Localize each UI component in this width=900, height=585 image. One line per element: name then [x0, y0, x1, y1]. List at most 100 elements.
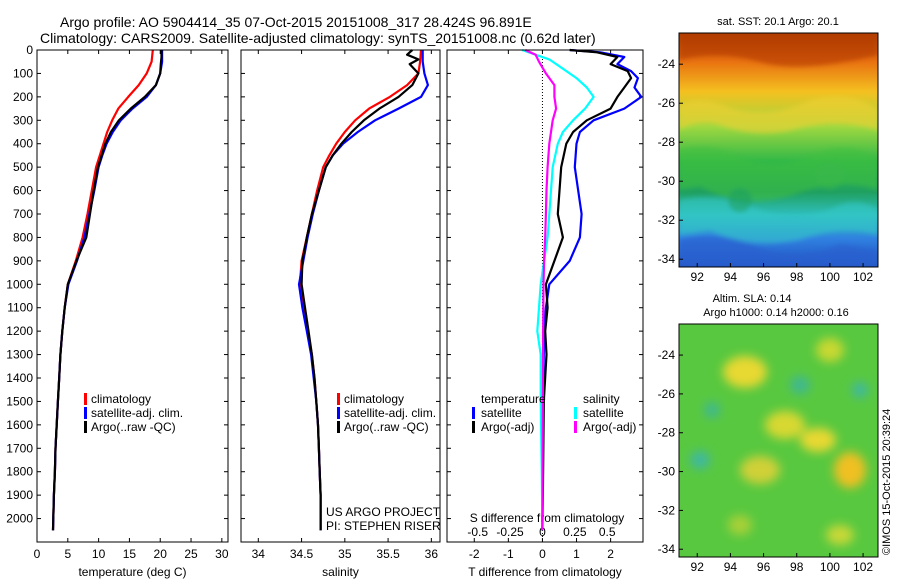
y-tick-label: 300	[13, 113, 33, 127]
y-tick-label: 1100	[7, 301, 33, 315]
s-tick-label: 0.25	[563, 525, 587, 539]
series-line-temperature-satellite	[541, 48, 643, 531]
y-tick-label: 100	[13, 66, 33, 80]
legend-label-s-satellite: satellite	[583, 406, 624, 420]
s-axis-label: S difference from climatology	[470, 511, 625, 525]
x-tick-label: 1	[573, 547, 580, 561]
sst-map-frame	[678, 32, 879, 268]
legend-group-salinity: salinity	[583, 392, 620, 406]
x-tick-label: 25	[184, 547, 198, 561]
map-x-tick-label: 100	[820, 560, 840, 574]
plot-frame	[446, 49, 644, 543]
s-tick-label: 0	[539, 525, 546, 539]
figure-title-line2: Climatology: CARS2009. Satellite-adjuste…	[40, 30, 596, 46]
map-y-tick-label: -30	[658, 174, 676, 188]
series-line-satellite-adj-clim	[51, 50, 164, 531]
x-tick-label: 0	[539, 547, 546, 561]
legend-swatch-s-satellite	[574, 407, 577, 419]
x-tick-label: 10	[92, 547, 106, 561]
y-tick-label: 400	[13, 137, 33, 151]
map-y-tick-label: -32	[658, 213, 676, 227]
map-x-tick-label: 102	[853, 270, 873, 284]
map-x-tick-label: 96	[757, 560, 771, 574]
x-tick-label: -2	[469, 547, 480, 561]
map-y-tick-label: -28	[658, 135, 676, 149]
y-tick-label: 1400	[6, 371, 33, 385]
x-tick-label: 15	[123, 547, 137, 561]
x-tick-label: 2	[607, 547, 614, 561]
legend-swatch-climatology	[84, 393, 87, 405]
map-x-tick-label: 102	[853, 560, 873, 574]
legend-label-s-argo: Argo(-adj)	[583, 420, 636, 434]
map-x-tick-label: 98	[790, 270, 804, 284]
sst-map: 92 94 96 98 100 102 -24 -26 -28 -30 -32 -34	[658, 32, 879, 284]
x-tick-label: 5	[64, 547, 71, 561]
series-line-temperature-argo-adj	[541, 48, 633, 531]
map-x-tick-label: 94	[724, 270, 738, 284]
legend-swatch-climatology	[337, 393, 340, 405]
legend-label-argo: Argo(..raw -QC)	[344, 420, 429, 434]
legend-swatch-argo	[337, 421, 340, 433]
x-tick-label: 0	[34, 547, 41, 561]
x-tick-label: 36	[425, 547, 439, 561]
legend-label-t-satellite: satellite	[481, 406, 522, 420]
figure-title-line1: Argo profile: AO 5904414_35 07-Oct-2015 …	[60, 14, 532, 30]
map-x-tick-label: 92	[691, 270, 705, 284]
legend-label-climatology: climatology	[344, 392, 404, 406]
y-tick-label: 600	[13, 184, 33, 198]
legend-label-climatology: climatology	[91, 392, 151, 406]
x-tick-label: 35	[338, 547, 352, 561]
x-axis-label: temperature (deg C)	[78, 565, 186, 579]
sla-map-subtitle: Argo h1000: 0.14 h2000: 0.16	[703, 307, 849, 319]
sla-map-title: Altim. SLA: 0.14	[713, 293, 792, 305]
series-line-climatology	[298, 49, 423, 531]
y-tick-label: 1700	[6, 441, 33, 455]
map-y-tick-label: -34	[658, 252, 676, 266]
project-credit: US ARGO PROJECT	[326, 505, 441, 519]
s-tick-label: 0.5	[599, 525, 616, 539]
y-tick-label: 1000	[6, 277, 33, 291]
x-tick-label: 34.5	[290, 547, 314, 561]
y-tick-label: 500	[13, 160, 33, 174]
legend-label-t-argo: Argo(-adj)	[481, 420, 534, 434]
temperature-legend: climatology satellite-adj. clim. Argo(..…	[84, 392, 183, 434]
map-y-tick-label: -26	[658, 96, 676, 110]
y-tick-label: 0	[26, 43, 33, 57]
series-line-salinity-argo-adj	[524, 49, 558, 531]
x-tick-label: 34	[252, 547, 266, 561]
difference-profile-panel: -2 -1 0 1 2 T difference from climatology S di…	[446, 48, 644, 579]
map-x-tick-label: 98	[790, 560, 804, 574]
plot-frame	[240, 49, 441, 543]
x-tick-label: 30	[215, 547, 229, 561]
y-tick-label: 1800	[6, 465, 33, 479]
legend-label-argo: Argo(..raw -QC)	[91, 420, 176, 434]
legend-swatch-t-argo	[472, 421, 475, 433]
map-y-tick-label: -28	[658, 426, 676, 440]
y-tick-label: 1900	[6, 488, 33, 502]
y-tick-label: 2000	[6, 512, 33, 526]
salinity-legend: climatology satellite-adj. clim. Argo(..…	[337, 392, 436, 434]
sla-map: 92 94 96 98 100 102 -24 -26 -28 -30 -32 -34	[658, 323, 879, 574]
plot-frame	[36, 49, 229, 543]
legend-group-temperature: temperature	[481, 392, 546, 406]
map-y-tick-label: -34	[658, 542, 676, 556]
y-tick-label: 1200	[6, 324, 33, 338]
imos-credit: ©IMOS 15-Oct-2015 20:39:24	[881, 409, 893, 555]
x-axis-label: T difference from climatology	[468, 565, 622, 579]
sla-map-frame	[678, 323, 879, 558]
salinity-profile-panel: 34 34.5 35 35.5 36 salinity	[240, 49, 441, 579]
map-y-tick-label: -24	[658, 57, 676, 71]
x-tick-label: -1	[503, 547, 514, 561]
y-tick-label: 200	[13, 90, 33, 104]
legend-label-satellite: satellite-adj. clim.	[91, 406, 183, 420]
difference-legend: temperature salinity satellite Argo(-adj…	[472, 392, 636, 434]
y-tick-label: 1300	[6, 348, 33, 362]
map-y-tick-label: -24	[658, 348, 676, 362]
s-tick-label: -0.5	[467, 525, 488, 539]
x-tick-label: 20	[154, 547, 168, 561]
map-x-tick-label: 92	[691, 560, 705, 574]
temperature-profile-panel: 0100200300400500600700800900100011001200…	[6, 43, 229, 579]
map-y-tick-label: -26	[658, 387, 676, 401]
